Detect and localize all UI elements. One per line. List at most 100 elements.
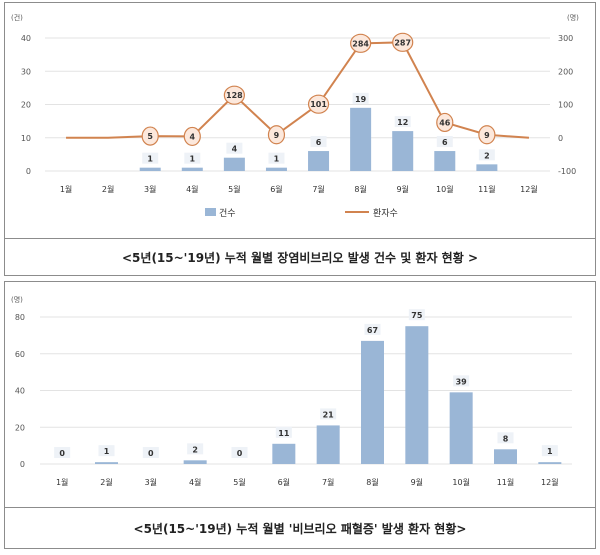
bar-label-bg (352, 92, 369, 104)
bar-value-label: 39 (456, 377, 468, 386)
bar-value-label: 4 (232, 145, 238, 154)
y-left-tick-label: 10 (21, 134, 31, 143)
chart2-svg: (명)02040608001월12월03월24월05월116월217월678월7… (11, 295, 572, 487)
bar-label-bg (226, 142, 243, 154)
bar-label-bg (310, 136, 327, 148)
line-value-label: 128 (226, 91, 243, 100)
x-tick-label: 2월 (100, 477, 112, 487)
bar-value-label: 2 (484, 151, 490, 160)
bar-label-bg (453, 375, 470, 387)
y-right-tick-label: 100 (558, 101, 573, 110)
x-tick-label: 9월 (396, 184, 408, 194)
line-marker (183, 126, 201, 147)
x-tick-label: 1월 (60, 184, 72, 194)
bar-11월 (494, 449, 517, 464)
bar-8월 (361, 340, 384, 464)
bar-10월 (434, 151, 456, 171)
bar-value-label: 1 (547, 447, 553, 456)
bar-9월 (392, 131, 414, 171)
y-tick-label: 80 (15, 313, 25, 322)
x-tick-label: 3월 (145, 477, 157, 487)
bar-value-label: 1 (190, 155, 196, 164)
bar-value-label: 75 (411, 311, 423, 320)
y-left-tick-label: 40 (21, 34, 31, 43)
bar-value-label: 2 (192, 445, 198, 454)
chart2-panel: (명) 0 20 40 60 80 0 1월 1 2월 0 3월 2 4월 0 5월 11 6월 21 7월 67 8월 7… (4, 281, 596, 508)
bar-value-label: 6 (442, 138, 448, 147)
chart1-caption: <5년(15~'19년) 누적 월별 장염비브리오 발생 건수 및 환자 현황 … (4, 238, 596, 276)
y-right-tick-label: 200 (558, 67, 573, 76)
bar-4월 (183, 460, 207, 464)
line-marker (478, 125, 496, 145)
chart1-panel: (건) (명) 0 10 20 30 40 -100 0 100 200 300 1월 2월 1 3월 1 4월 4… (4, 2, 596, 239)
bar-label-bg (320, 408, 337, 420)
y-left-tick-label: 0 (26, 167, 31, 176)
bar-label-bg (497, 432, 514, 444)
x-tick-label: 7월 (312, 184, 324, 194)
bar-value-label: 12 (397, 118, 408, 127)
x-tick-label: 6월 (270, 184, 282, 194)
y-tick-label: 40 (15, 387, 25, 396)
left-axis-unit: (건) (11, 13, 23, 22)
x-tick-label: 11월 (497, 477, 515, 487)
line-marker (392, 32, 414, 52)
bar-value-label: 1 (147, 155, 153, 164)
bar-value-label: 11 (278, 429, 290, 438)
bar-label-bg (184, 152, 201, 164)
x-tick-label: 5월 (228, 184, 240, 194)
y-right-tick-label: -100 (558, 167, 576, 176)
bar-value-label: 0 (237, 449, 243, 458)
x-tick-label: 11월 (478, 184, 496, 194)
y-right-tick-label: 300 (558, 34, 573, 43)
chart2-caption: <5년(15~'19년) 누적 월별 '비브리오 패혈증' 발생 환자 현황> (4, 507, 596, 549)
line-value-label: 101 (310, 100, 327, 109)
bar-6월 (272, 443, 296, 464)
y-tick-label: 60 (15, 350, 25, 359)
y-tick-label: 0 (20, 460, 25, 469)
x-tick-label: 8월 (366, 477, 378, 487)
bar-4월 (181, 167, 203, 171)
line-marker (436, 112, 454, 133)
y-tick-label: 20 (15, 423, 25, 432)
bar-label-bg (231, 447, 248, 458)
y-left-tick-label: 20 (21, 101, 31, 110)
bar-label-bg (268, 152, 285, 164)
chart1-svg: (건) (명) 0 10 20 30 40 -100 0 100 200 300 1월 2월 1 3월 1 4월 4… (11, 13, 579, 219)
line-marker (267, 125, 286, 145)
line-value-label: 287 (394, 38, 411, 47)
bar-9월 (405, 326, 429, 464)
bar-value-label: 6 (316, 138, 322, 147)
bar-label-bg (364, 323, 381, 335)
x-tick-label: 10월 (452, 477, 470, 487)
x-tick-label: 5월 (233, 477, 245, 487)
line-value-label: 46 (439, 118, 451, 127)
y-left-tick-label: 30 (21, 67, 31, 76)
bar-label-bg (408, 309, 425, 321)
x-tick-label: 2월 (102, 184, 114, 194)
legend-bar-label: 건수 (219, 208, 236, 219)
bar-6월 (265, 167, 287, 171)
x-tick-label: 6월 (278, 477, 290, 487)
bar-label-bg (142, 152, 159, 164)
bar-value-label: 0 (148, 449, 154, 458)
bar-value-label: 1 (274, 155, 280, 164)
bar-label-bg (142, 447, 159, 458)
bar-value-label: 1 (104, 447, 110, 456)
line-marker (307, 94, 330, 114)
bar-label-bg (54, 447, 71, 458)
bar-value-label: 19 (355, 95, 367, 104)
right-axis-unit: (명) (567, 13, 579, 22)
bar-3월 (139, 167, 161, 171)
x-tick-label: 9월 (411, 477, 423, 487)
line-value-label: 284 (352, 39, 369, 48)
x-tick-label: 4월 (186, 184, 198, 194)
x-tick-label: 7월 (322, 477, 334, 487)
bar-label-bg (436, 136, 453, 148)
y-right-tick-label: 0 (558, 134, 563, 143)
x-tick-label: 1월 (56, 477, 68, 487)
patients-line (66, 41, 530, 139)
bar-2월 (95, 462, 118, 464)
bar-11월 (476, 164, 498, 171)
x-tick-label: 10월 (436, 184, 454, 194)
x-tick-label: 4월 (189, 477, 201, 487)
